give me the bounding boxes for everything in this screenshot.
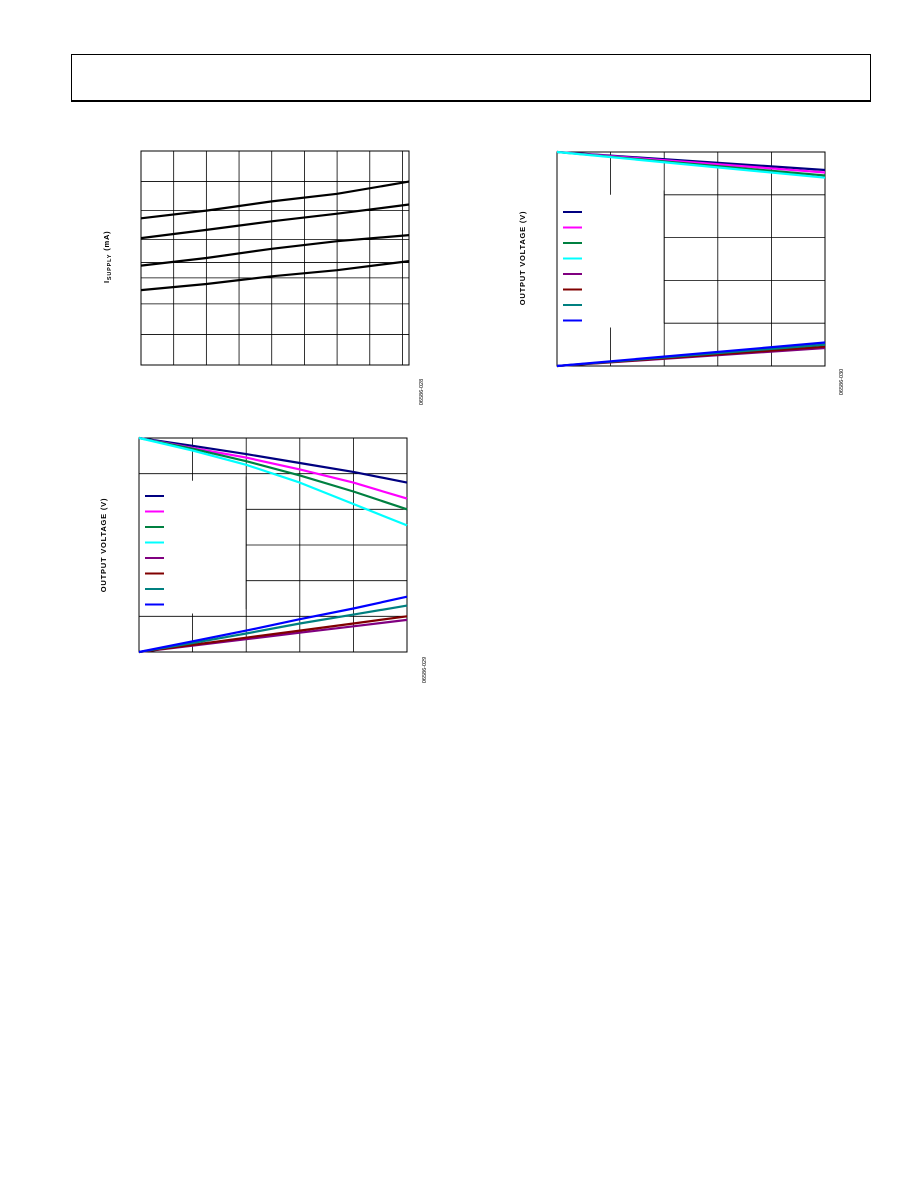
page-header-box xyxy=(71,54,871,102)
series-line-4 xyxy=(138,436,408,527)
series-line-1 xyxy=(140,180,410,220)
series-line-3 xyxy=(140,234,410,267)
y-axis-label: OUTPUT VOLTAGE (V) xyxy=(99,498,108,593)
plot-area xyxy=(138,436,408,654)
series-line-7 xyxy=(138,604,408,654)
series-line-8 xyxy=(138,595,408,654)
plot-area xyxy=(140,150,410,366)
series-line-1 xyxy=(138,436,408,484)
plot-frame xyxy=(140,150,410,366)
y-axis-label: ISUPPLY(mA) xyxy=(102,231,113,283)
output-voltage-chart-left: OUTPUT VOLTAGE (V) 06586-029 xyxy=(99,436,428,683)
figure-id: 06586-030 xyxy=(839,369,845,395)
plot-area xyxy=(556,150,826,368)
plot-frame xyxy=(138,437,408,653)
series-line-2 xyxy=(140,203,410,240)
series-line-4 xyxy=(556,150,826,179)
figure-id: 06586-028 xyxy=(419,379,425,405)
series-line-6 xyxy=(138,615,408,654)
series-line-4 xyxy=(140,260,410,292)
y-axis-label: OUTPUT VOLTAGE (V) xyxy=(518,211,527,306)
plot-frame xyxy=(556,151,826,367)
series-line-8 xyxy=(556,341,826,368)
output-voltage-chart-right: OUTPUT VOLTAGE (V) 06586-030 xyxy=(518,150,845,395)
supply-current-chart: ISUPPLY(mA) 06586-028 xyxy=(102,150,425,405)
series-line-3 xyxy=(138,436,408,511)
figure-id: 06586-029 xyxy=(422,657,428,683)
